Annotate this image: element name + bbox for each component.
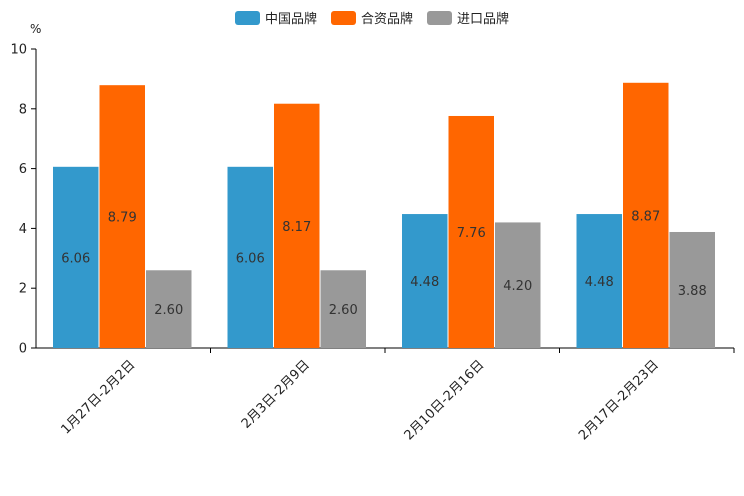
bar-2-2 [495, 222, 541, 348]
x-tick-label-2: 2月10日-2月16日 [402, 358, 488, 444]
bar-2-1 [320, 270, 366, 348]
x-tick-label-1: 2月3日-2月9日 [239, 358, 313, 432]
bar-label-1-3: 8.87 [631, 209, 660, 224]
x-tick-label-0: 1月27日-2月2日 [58, 358, 138, 438]
bar-label-0-2: 4.48 [410, 275, 439, 290]
legend-label-import-brand: 进口品牌 [457, 12, 510, 27]
bar-label-0-1: 6.06 [236, 251, 265, 266]
bar-label-2-0: 2.60 [154, 303, 183, 318]
bar-2-3 [669, 231, 715, 348]
bar-1-2 [448, 115, 494, 348]
legend-swatch-import-brand [427, 10, 452, 25]
bar-label-2-3: 3.88 [678, 284, 707, 299]
bar-label-1-1: 8.17 [282, 220, 311, 235]
legend-swatch-china-brand [234, 10, 260, 25]
y-axis-unit-label: % [30, 22, 42, 36]
bar-0-3 [576, 214, 622, 348]
legend-swatch-joint-venture-brand [330, 10, 356, 25]
legend-label-joint-venture-brand: 合资品牌 [360, 12, 413, 27]
y-tick-label-3: 6 [19, 162, 27, 177]
y-tick-label-4: 8 [19, 102, 27, 117]
bar-0-2 [402, 214, 448, 348]
bar-1-0 [99, 85, 145, 348]
bar-0-0 [53, 166, 99, 348]
legend-item-china-brand[interactable]: 中国品牌 [234, 8, 317, 27]
chart-legend: 中国品牌 合资品牌 进口品牌 [0, 8, 744, 27]
legend-item-joint-venture-brand[interactable]: 合资品牌 [330, 8, 413, 27]
bar-label-1-2: 7.76 [457, 226, 486, 241]
y-tick-label-1: 2 [19, 282, 27, 297]
y-tick-label-0: 0 [19, 342, 27, 357]
bar-label-0-0: 6.06 [61, 251, 90, 266]
bar-label-1-0: 8.79 [108, 211, 137, 226]
legend-label-china-brand: 中国品牌 [264, 12, 317, 27]
bar-1-1 [274, 103, 320, 348]
bar-label-2-1: 2.60 [329, 303, 358, 318]
bar-label-0-3: 4.48 [585, 275, 614, 290]
x-tick-label-3: 2月17日-2月23日 [576, 358, 662, 444]
bar-label-2-2: 4.20 [503, 279, 532, 294]
legend-item-import-brand[interactable]: 进口品牌 [427, 8, 509, 27]
bar-1-3 [623, 82, 669, 349]
y-tick-label-2: 4 [19, 222, 27, 237]
y-tick-label-5: 10 [10, 43, 27, 58]
bar-0-1 [227, 166, 273, 348]
bar-2-0 [146, 270, 192, 348]
